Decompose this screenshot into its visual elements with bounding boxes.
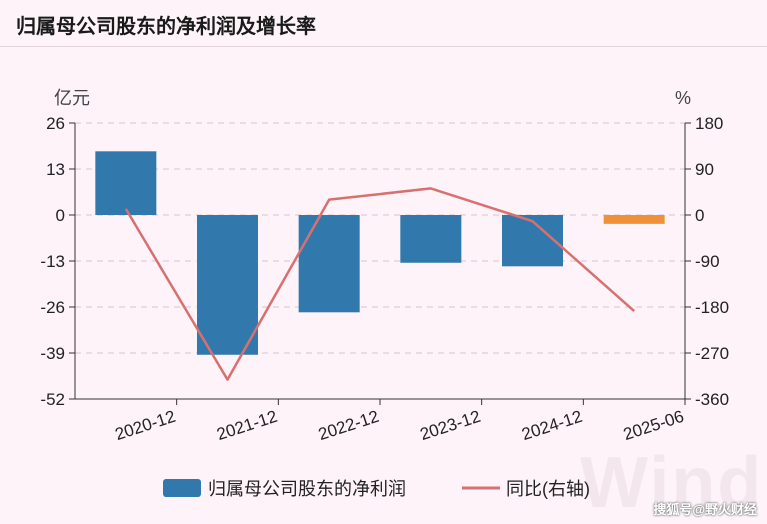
left-tick-label: 26 [46,114,65,133]
left-tick-label: -52 [40,390,65,409]
bar [299,215,360,312]
x-tick-label: 2023-12 [418,407,483,444]
x-tick-label: 2024-12 [519,407,584,444]
x-tick-label: 2022-12 [316,407,381,444]
legend: 归属母公司股东的净利润 同比(右轴) [163,479,590,499]
bar [95,151,156,215]
right-tick-label: -270 [695,344,729,363]
left-tick-label: -13 [40,252,65,271]
left-tick-label: 0 [56,206,65,225]
x-tick-label: 2020-12 [113,407,178,444]
axes: 26 13 0 -13 -26 -39 -52 180 90 0 -90 -180 -270 -360 亿元… [40,88,729,444]
legend-label-line: 同比(右轴) [506,479,590,499]
bar [197,215,258,355]
legend-label-bar: 归属母公司股东的净利润 [208,479,406,499]
bar [604,215,665,224]
bar-series [95,151,664,354]
right-tick-label: 180 [695,114,723,133]
grid-lines [75,123,685,353]
x-tick-label: 2025-06 [621,407,686,444]
legend-swatch-bar [163,479,201,497]
x-tick-label: 2021-12 [214,407,279,444]
right-tick-label: -180 [695,298,729,317]
right-tick-label: 90 [695,160,714,179]
right-tick-label: 0 [695,206,704,225]
bar [400,215,461,263]
right-tick-label: -360 [695,390,729,409]
right-axis-unit: % [675,88,691,108]
watermark-text: 搜狐号@野火财经 [653,499,757,518]
left-axis-unit: 亿元 [54,88,90,108]
left-tick-label: -39 [40,344,65,363]
left-tick-label: 13 [46,160,65,179]
right-tick-label: -90 [695,252,720,271]
left-tick-label: -26 [40,298,65,317]
